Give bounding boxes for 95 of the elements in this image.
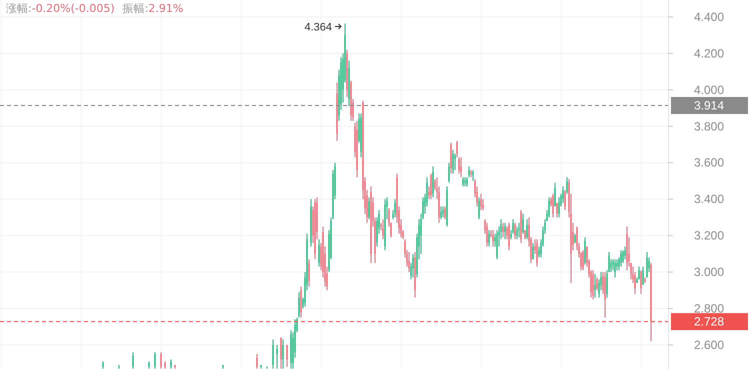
candlestick [478,196,480,220]
candlestick [610,258,612,273]
candlestick [460,156,462,178]
ref-line-label: 3.914 [694,98,724,113]
candlestick [532,242,534,260]
candlestick [592,270,594,300]
candlestick [408,252,410,273]
candlestick [382,218,384,240]
candlestick [524,230,526,240]
candlestick [584,236,586,266]
candlestick [368,196,370,220]
candlestick [272,338,274,369]
candlestick [504,222,506,240]
y-tick-label: 3.600 [694,156,724,170]
y-tick-label: 2.600 [694,338,724,352]
candlestick [526,218,528,240]
candlestick [468,166,470,178]
candlestick [620,250,622,268]
candlestick [394,198,396,218]
candlestick [160,352,162,369]
candlestick [466,176,468,187]
candlestick [554,182,556,207]
candlestick [574,233,576,244]
y-tick-label: 4.400 [694,10,724,24]
annotation: 2.91% [148,2,184,15]
candlestick [458,156,460,174]
candlestick [318,238,320,268]
y-tick-label: 2.800 [694,302,724,316]
candlestick [516,226,518,240]
candlestick [626,226,628,271]
candlestick [508,222,510,251]
y-tick-label: 4.200 [694,46,724,60]
candlestick [514,222,516,240]
candlestick [444,206,446,220]
candlestick [276,344,278,369]
candlestick [472,170,474,182]
candlestick [448,162,450,184]
candlestick [642,266,644,286]
candlestick [614,258,616,278]
y-tick-label: 4.000 [694,82,724,97]
candlestick [464,176,466,187]
candlestick [502,222,504,238]
annotation: 4.364 [304,22,332,34]
candlestick [646,252,648,278]
candlestick [582,250,584,271]
candlestick [552,193,554,218]
y-tick-label: 3.000 [694,265,724,280]
candlestick [462,176,464,187]
candlestick [624,246,626,260]
candlestick [536,238,538,268]
candlestick [256,354,258,369]
y-tick-label: 3.200 [694,228,724,243]
candlestick [300,286,302,318]
candlestick [170,359,172,369]
candlestick [622,250,624,264]
y-tick-label: 3.800 [694,119,724,134]
candlestick [492,230,494,248]
candlestick [432,166,434,198]
candlestick [442,206,444,218]
candlestick [282,338,284,369]
candlestick [412,253,414,278]
candlestick [440,206,442,220]
candlestick [132,352,134,369]
candlestick [496,230,498,260]
candlestick [450,142,452,174]
ref-line-label: 2.728 [694,314,724,329]
candlestick [486,222,488,248]
annotation: 振幅: [122,2,148,15]
candlestick [480,193,482,211]
candlestick [566,176,568,194]
candlestick [558,196,560,218]
candlestick [594,273,596,298]
candlestick [548,196,550,218]
y-tick-label: 3.400 [694,192,724,206]
candlestick [488,230,490,248]
candlestick [518,222,520,238]
candlestick [454,153,456,171]
candlestick [456,140,458,158]
candlestick [308,258,310,288]
candlestick [298,292,300,318]
candlestick [286,344,288,368]
candlestick [430,173,432,200]
candlestick [562,186,564,204]
candlestick [522,213,524,234]
candlestick [280,337,282,369]
annotation: -0.20%(-0.005) [32,2,115,15]
candlestick [604,272,606,318]
candlestick [640,270,642,294]
annotation: 涨幅: [6,2,32,15]
candlestick [452,149,454,174]
candlestick [596,277,598,291]
candlestick [564,190,566,211]
candlestick [154,352,156,369]
candlestick [556,202,558,218]
candlestick [638,266,640,280]
